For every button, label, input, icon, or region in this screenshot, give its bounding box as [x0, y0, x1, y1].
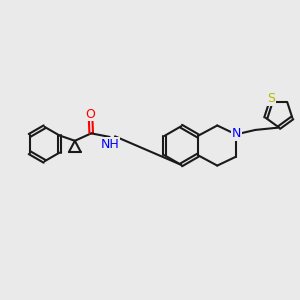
Text: N: N	[232, 127, 241, 140]
Text: O: O	[86, 107, 96, 121]
Text: S: S	[268, 92, 275, 105]
Text: NH: NH	[101, 138, 120, 151]
